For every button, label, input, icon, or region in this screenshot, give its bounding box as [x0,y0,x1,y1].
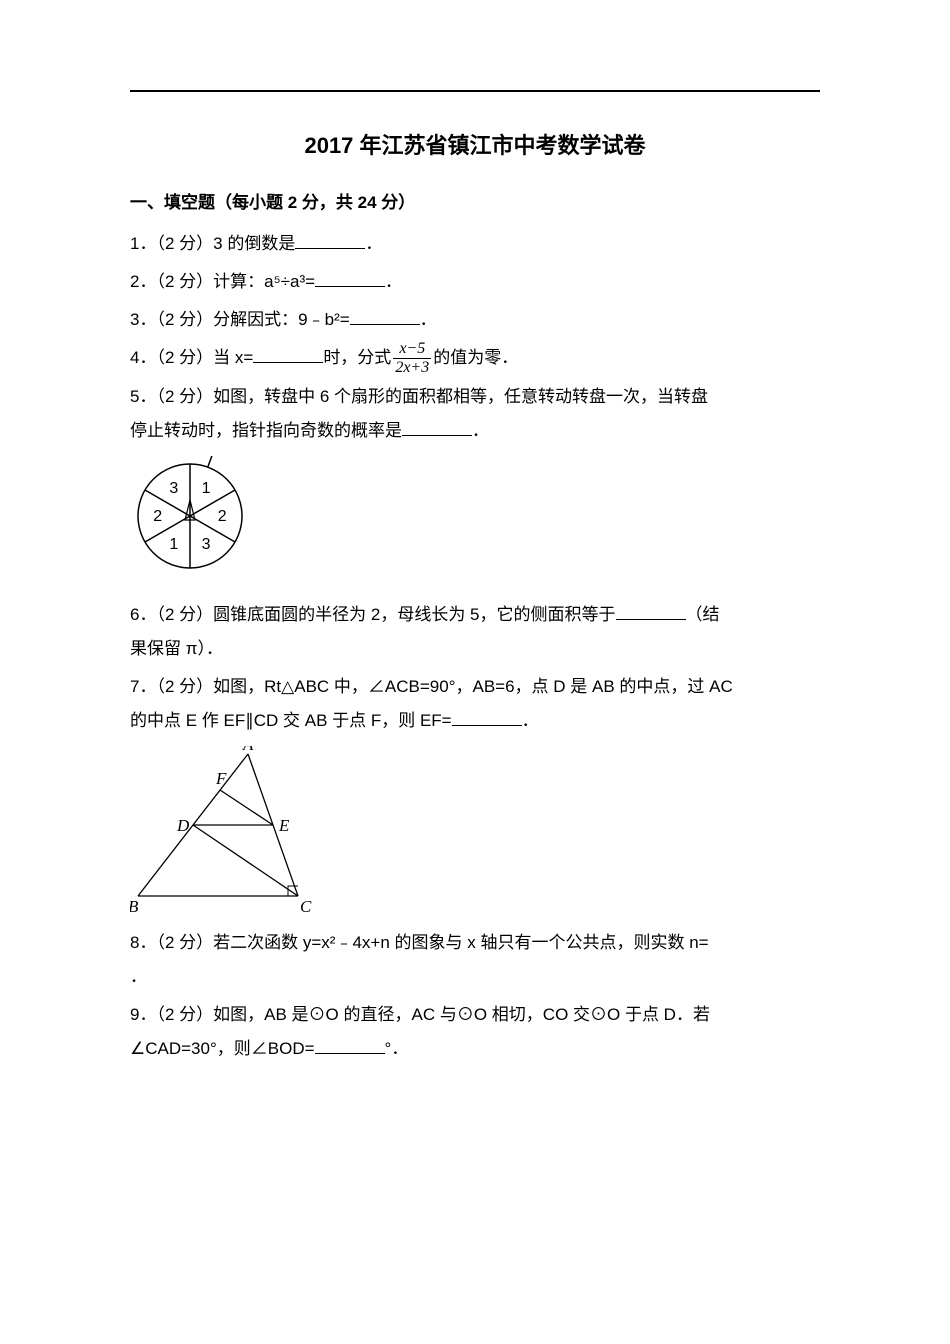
q-body: 圆锥底面圆的半径为 2，母线长为 5，它的侧面积等于 [213,605,615,624]
fraction-denominator: 2x+3 [393,359,431,376]
q-number: 9． [130,1005,156,1024]
answer-blank [315,1036,385,1054]
q-points: （2 分） [156,605,213,624]
q-line1: 如图，AB 是⊙O 的直径，AC 与⊙O 相切，CO 交⊙O 于点 D．若 [213,1005,710,1024]
spinner-figure: 123123 [130,456,820,586]
answer-blank [452,708,522,726]
svg-text:B: B [130,897,139,914]
svg-text:3: 3 [202,536,211,553]
svg-text:2: 2 [153,508,162,525]
spinner-icon: 123123 [130,456,260,586]
question-2: 2．（2 分）计算：a⁵÷a³= ． [130,265,820,299]
question-6: 6．（2 分）圆锥底面圆的半径为 2，母线长为 5，它的侧面积等于 （结 果保留 … [130,598,820,666]
q-line1: 如图，转盘中 6 个扇形的面积都相等，任意转动转盘一次，当转盘 [213,387,708,406]
svg-text:E: E [278,816,290,835]
svg-text:3: 3 [169,480,178,497]
q-number: 7． [130,677,156,696]
q-tail: ． [130,967,147,986]
q-tail: ． [420,310,437,329]
q-post: 的值为零． [433,348,518,367]
svg-text:D: D [176,816,190,835]
answer-blank [402,418,472,436]
q-points: （2 分） [156,348,213,367]
q-number: 4． [130,348,156,367]
triangle-icon: A B C D E F [130,746,320,914]
q-points: （2 分） [156,1005,213,1024]
q-tail: ． [385,272,402,291]
q-line2: 的中点 E 作 EF∥CD 交 AB 于点 F，则 EF= [130,711,452,730]
question-3: 3．（2 分）分解因式：9﹣b²= ． [130,303,820,337]
section-heading: 一、填空题（每小题 2 分，共 24 分） [130,188,820,213]
q-points: （2 分） [156,933,213,952]
svg-text:2: 2 [218,508,227,525]
question-7: 7．（2 分）如图，Rt△ABC 中，∠ACB=90°，AB=6，点 D 是 A… [130,670,820,738]
q-number: 1． [130,234,156,253]
question-9: 9．（2 分）如图，AB 是⊙O 的直径，AC 与⊙O 相切，CO 交⊙O 于点… [130,998,820,1066]
q-mid: 时，分式 [323,348,391,367]
triangle-figure: A B C D E F [130,746,820,914]
fraction: x−52x+3 [393,341,431,376]
q-line2: ∠CAD=30°，则∠BOD= [130,1039,315,1058]
q-tail: ． [522,711,539,730]
question-5: 5．（2 分）如图，转盘中 6 个扇形的面积都相等，任意转动转盘一次，当转盘 停… [130,380,820,448]
q-points: （2 分） [156,234,213,253]
answer-blank [253,345,323,363]
answer-blank [616,602,686,620]
q-body: 计算：a⁵÷a³= [213,272,315,291]
q-points: （2 分） [156,677,213,696]
q-line1: 如图，Rt△ABC 中，∠ACB=90°，AB=6，点 D 是 AB 的中点，过… [213,677,733,696]
q-pre: 当 x= [213,348,253,367]
q-body: 3 的倒数是 [213,234,295,253]
answer-blank [295,231,365,249]
svg-text:1: 1 [169,536,178,553]
q-points: （2 分） [156,387,213,406]
svg-text:1: 1 [202,480,211,497]
q-line2: 停止转动时，指针指向奇数的概率是 [130,421,402,440]
fraction-numerator: x−5 [393,341,431,359]
q-number: 8． [130,933,156,952]
question-8: 8．（2 分）若二次函数 y=x²﹣4x+n 的图象与 x 轴只有一个公共点，则… [130,926,820,994]
paper-title: 2017 年江苏省镇江市中考数学试卷 [130,128,820,160]
svg-text:A: A [242,746,254,754]
q-number: 3． [130,310,156,329]
q-line2: 果保留 π）． [130,639,223,658]
q-points: （2 分） [156,272,213,291]
q-body: 分解因式：9﹣b²= [213,310,350,329]
svg-text:F: F [215,769,227,788]
q-number: 6． [130,605,156,624]
q-points: （2 分） [156,310,213,329]
answer-blank [350,307,420,325]
header-rule [130,90,820,92]
q-tail: °． [385,1039,409,1058]
answer-blank [315,269,385,287]
svg-text:C: C [300,897,312,914]
q-body: 若二次函数 y=x²﹣4x+n 的图象与 x 轴只有一个公共点，则实数 n= [213,933,708,952]
q-tail: ． [472,421,489,440]
q-tail: （结 [686,605,720,624]
question-1: 1．（2 分）3 的倒数是 ． [130,227,820,261]
q-number: 2． [130,272,156,291]
question-4: 4．（2 分）当 x= 时，分式x−52x+3的值为零． [130,341,820,376]
q-tail: ． [365,234,382,253]
q-number: 5． [130,387,156,406]
